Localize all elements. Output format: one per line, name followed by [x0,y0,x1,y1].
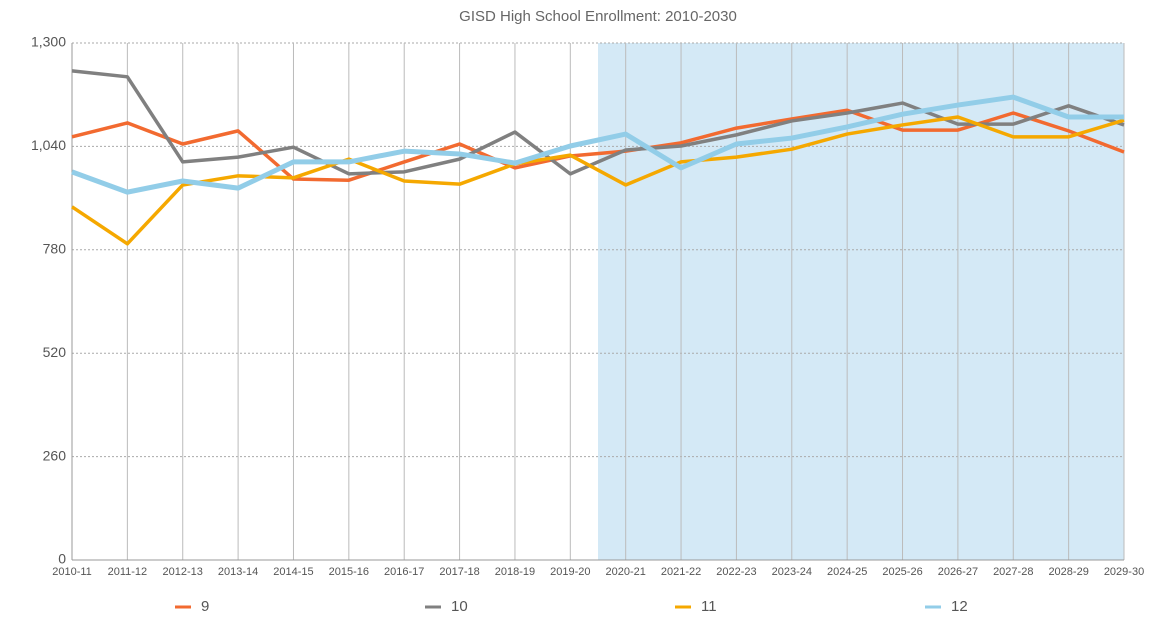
y-tick-label: 780 [43,241,67,257]
x-tick-label: 2019-20 [550,566,590,578]
chart-title: GISD High School Enrollment: 2010-2030 [459,8,737,25]
x-tick-label: 2022-23 [716,566,756,578]
x-tick-label: 2028-29 [1048,566,1088,578]
x-tick-label: 2029-30 [1104,566,1144,578]
legend-label: 11 [701,598,717,615]
x-tick-label: 2014-15 [273,566,313,578]
x-tick-label: 2011-12 [108,566,148,578]
y-tick-label: 520 [43,344,67,360]
series-line [71,115,1125,246]
y-tick-label: 0 [58,551,66,567]
forecast-region [598,43,1124,560]
y-tick-label: 1,040 [31,137,66,153]
x-tick-label: 2016-17 [384,566,424,578]
x-tick-label: 2026-27 [938,566,978,578]
x-tick-label: 2015-16 [329,566,369,578]
x-tick-label: 2012-13 [163,566,203,578]
y-tick-label: 1,300 [31,34,66,50]
series-line [71,108,1125,182]
x-tick-label: 2021-22 [661,566,701,578]
x-tick-label: 2018-19 [495,566,535,578]
series-line [71,69,1125,176]
legend-label: 9 [201,598,209,615]
x-tick-label: 2017-18 [439,566,479,578]
y-tick-label: 260 [43,447,67,463]
legend-label: 12 [951,598,968,615]
x-tick-label: 2025-26 [882,566,922,578]
x-tick-label: 2020-21 [605,566,645,578]
x-tick-label: 2023-24 [772,566,812,578]
x-tick-label: 2010-11 [52,566,92,578]
x-tick-label: 2024-25 [827,566,867,578]
x-tick-label: 2027-28 [993,566,1033,578]
x-tick-label: 2013-14 [218,566,258,578]
legend-label: 10 [451,598,468,615]
series-line [71,94,1124,195]
